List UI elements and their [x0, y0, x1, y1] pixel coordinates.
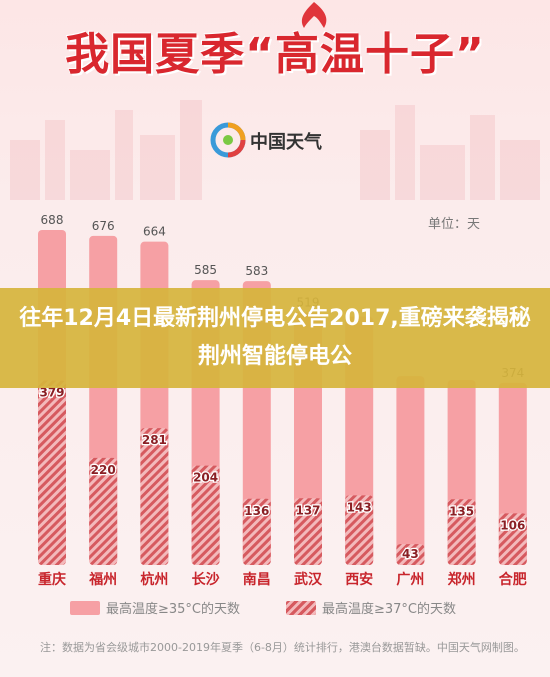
- category-label-2: 杭州: [140, 571, 168, 588]
- category-label-7: 广州: [396, 571, 424, 588]
- category-label-1: 福州: [88, 571, 117, 588]
- category-label-6: 西安: [345, 571, 373, 588]
- category-label-4: 南昌: [243, 571, 271, 588]
- brand-name: 中国天气: [250, 132, 322, 153]
- legend-label-37: 最高温度≥37°C的天数: [322, 602, 457, 617]
- category-label-5: 武汉: [294, 571, 323, 588]
- flame-icon: [301, 2, 327, 28]
- overlay-headline: 往年12月4日最新荆州停电公告2017,重磅来袭揭秘荆州智能停电公: [19, 306, 531, 369]
- weather-logo-icon: [210, 122, 246, 158]
- footnote: 注：数据为省会级城市2000-2019年夏季（6-8月）统计排行，港澳台数据暂缺…: [40, 641, 525, 654]
- data-label-37-6: 143: [347, 500, 372, 514]
- category-label-8: 郑州: [448, 571, 476, 588]
- bar-37-7: [396, 544, 425, 565]
- bar-37-5: [294, 498, 322, 565]
- category-label-9: 合肥: [499, 571, 527, 588]
- data-label-35-3: 585: [194, 263, 217, 277]
- city-skyline-decoration: [10, 100, 540, 200]
- data-label-37-7: 43: [402, 547, 419, 561]
- bar-37-4: [242, 498, 271, 565]
- legend-item-35: 最高温度≥35°C的天数: [70, 598, 240, 617]
- legend-swatch-solid: [70, 600, 100, 615]
- bar-37-6: [345, 495, 374, 565]
- bar-37-3: [191, 465, 220, 565]
- data-label-37-9: 106: [500, 518, 525, 532]
- category-label-3: 长沙: [192, 571, 220, 588]
- data-label-37-2: 281: [142, 433, 167, 447]
- bar-37-2: [140, 428, 169, 565]
- bar-37-9: [498, 513, 527, 565]
- overlay-banner: [0, 288, 550, 388]
- bar-35-7: [396, 376, 425, 565]
- data-label-37-0: 379: [39, 385, 64, 399]
- data-label-37-5: 137: [295, 503, 320, 517]
- unit-label: 单位：天: [428, 217, 481, 232]
- bar-37-1: [89, 457, 118, 565]
- legend: 最高温度≥35°C的天数 最高温度≥37°C的天数: [70, 598, 510, 622]
- legend-swatch-hatched: [286, 600, 316, 615]
- data-label-37-8: 135: [449, 504, 474, 518]
- data-label-35-4: 583: [245, 264, 268, 278]
- data-label-37-4: 136: [244, 504, 269, 518]
- bar-37-0: [38, 380, 66, 565]
- legend-label-35: 最高温度≥35°C的天数: [106, 602, 241, 617]
- data-label-35-2: 664: [143, 225, 166, 239]
- data-label-37-1: 220: [91, 463, 116, 477]
- bar-37-8: [447, 499, 476, 565]
- data-label-35-1: 676: [92, 219, 115, 233]
- data-label-37-3: 204: [193, 471, 218, 485]
- page-title: 我国夏季“高温十子”: [65, 29, 485, 80]
- category-label-0: 重庆: [38, 571, 66, 588]
- legend-item-37: 最高温度≥37°C的天数: [286, 598, 456, 617]
- data-label-35-0: 688: [41, 213, 64, 227]
